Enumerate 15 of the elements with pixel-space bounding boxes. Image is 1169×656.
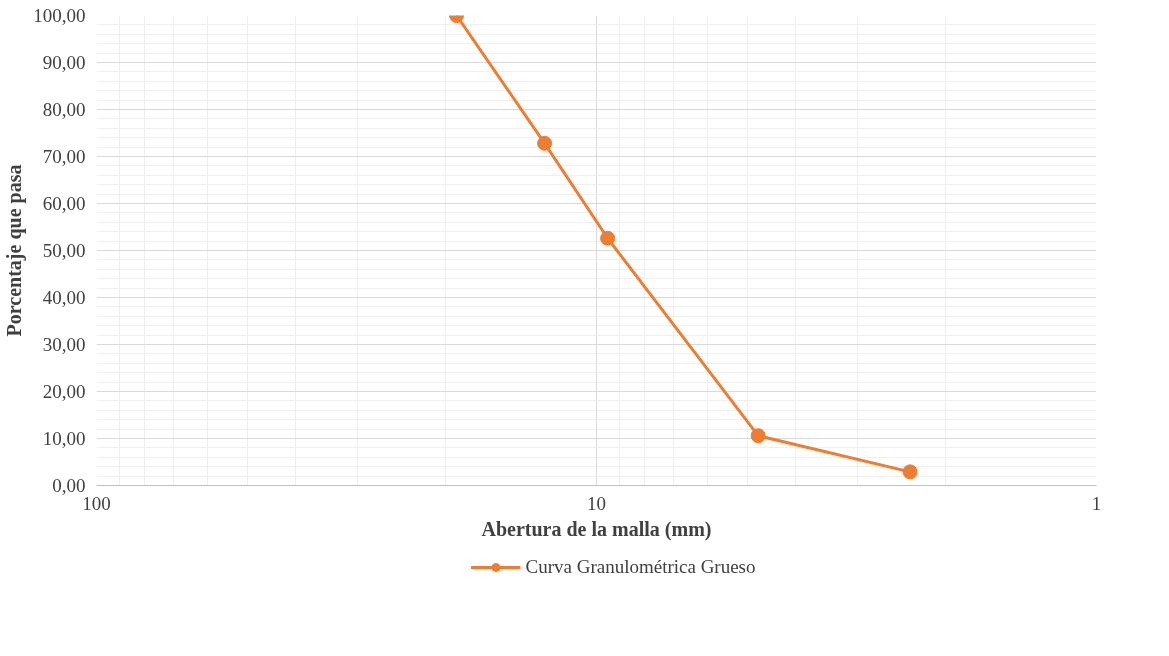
y-tick-label: 60,00: [42, 193, 86, 214]
y-tick-label: 10,00: [42, 428, 86, 449]
y-tick-label: 80,00: [42, 99, 86, 120]
y-tick-label: 90,00: [42, 52, 86, 73]
y-tick-label: 20,00: [42, 381, 86, 402]
x-tick-label: 1: [1091, 492, 1102, 514]
y-tick-label: 100,00: [33, 5, 86, 26]
x-tick-label: 10: [587, 492, 606, 514]
y-tick-label: 50,00: [42, 240, 86, 261]
legend-label: Curva Granulométrica Grueso: [525, 556, 756, 578]
y-axis-title: Porcentaje que pasa: [3, 164, 27, 337]
x-axis-title: Abertura de la malla (mm): [481, 517, 712, 541]
y-tick-label: 30,00: [42, 334, 86, 355]
y-tick-label: 70,00: [42, 146, 86, 167]
y-tick-label: 40,00: [42, 287, 86, 308]
